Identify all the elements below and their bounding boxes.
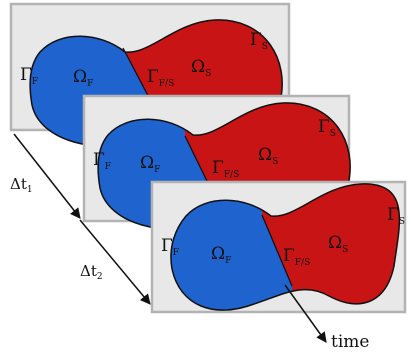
domain-outline [170, 183, 401, 311]
interface-line [261, 214, 293, 287]
label-gamma-f: ΓF [20, 65, 38, 87]
label-delta-t2: Δt2 [80, 262, 103, 282]
label-gamma-s: ΓS [250, 30, 268, 52]
label-omega-f: ΩF [211, 244, 231, 266]
label-gamma-f: ΓF [93, 150, 111, 172]
label-delta-t1: Δt1 [10, 175, 33, 195]
label-omega-s: ΩS [258, 145, 278, 167]
fluid-domain [30, 19, 165, 147]
label-gamma-s: ΓS [318, 117, 336, 139]
time-axis-segment-3 [284, 284, 327, 343]
label-omega-s: ΩS [191, 57, 211, 79]
label-omega-s: ΩS [328, 233, 348, 255]
label-omega-f: ΩF [73, 67, 93, 89]
label-gamma-fs: ΓF/S [283, 246, 310, 268]
label-gamma-s: ΓS [387, 205, 405, 227]
time-axis-segment-1 [13, 133, 81, 219]
label-time: time [331, 332, 369, 352]
label-gamma-fs: ΓF/S [212, 158, 239, 180]
label-omega-f: ΩF [140, 153, 160, 175]
time-axis-segment-2 [79, 219, 151, 305]
fluid-domain [98, 102, 226, 230]
label-gamma-f: ΓF [161, 236, 179, 258]
label-gamma-fs: ΓF/S [147, 67, 174, 89]
fluid-domain [170, 183, 292, 311]
